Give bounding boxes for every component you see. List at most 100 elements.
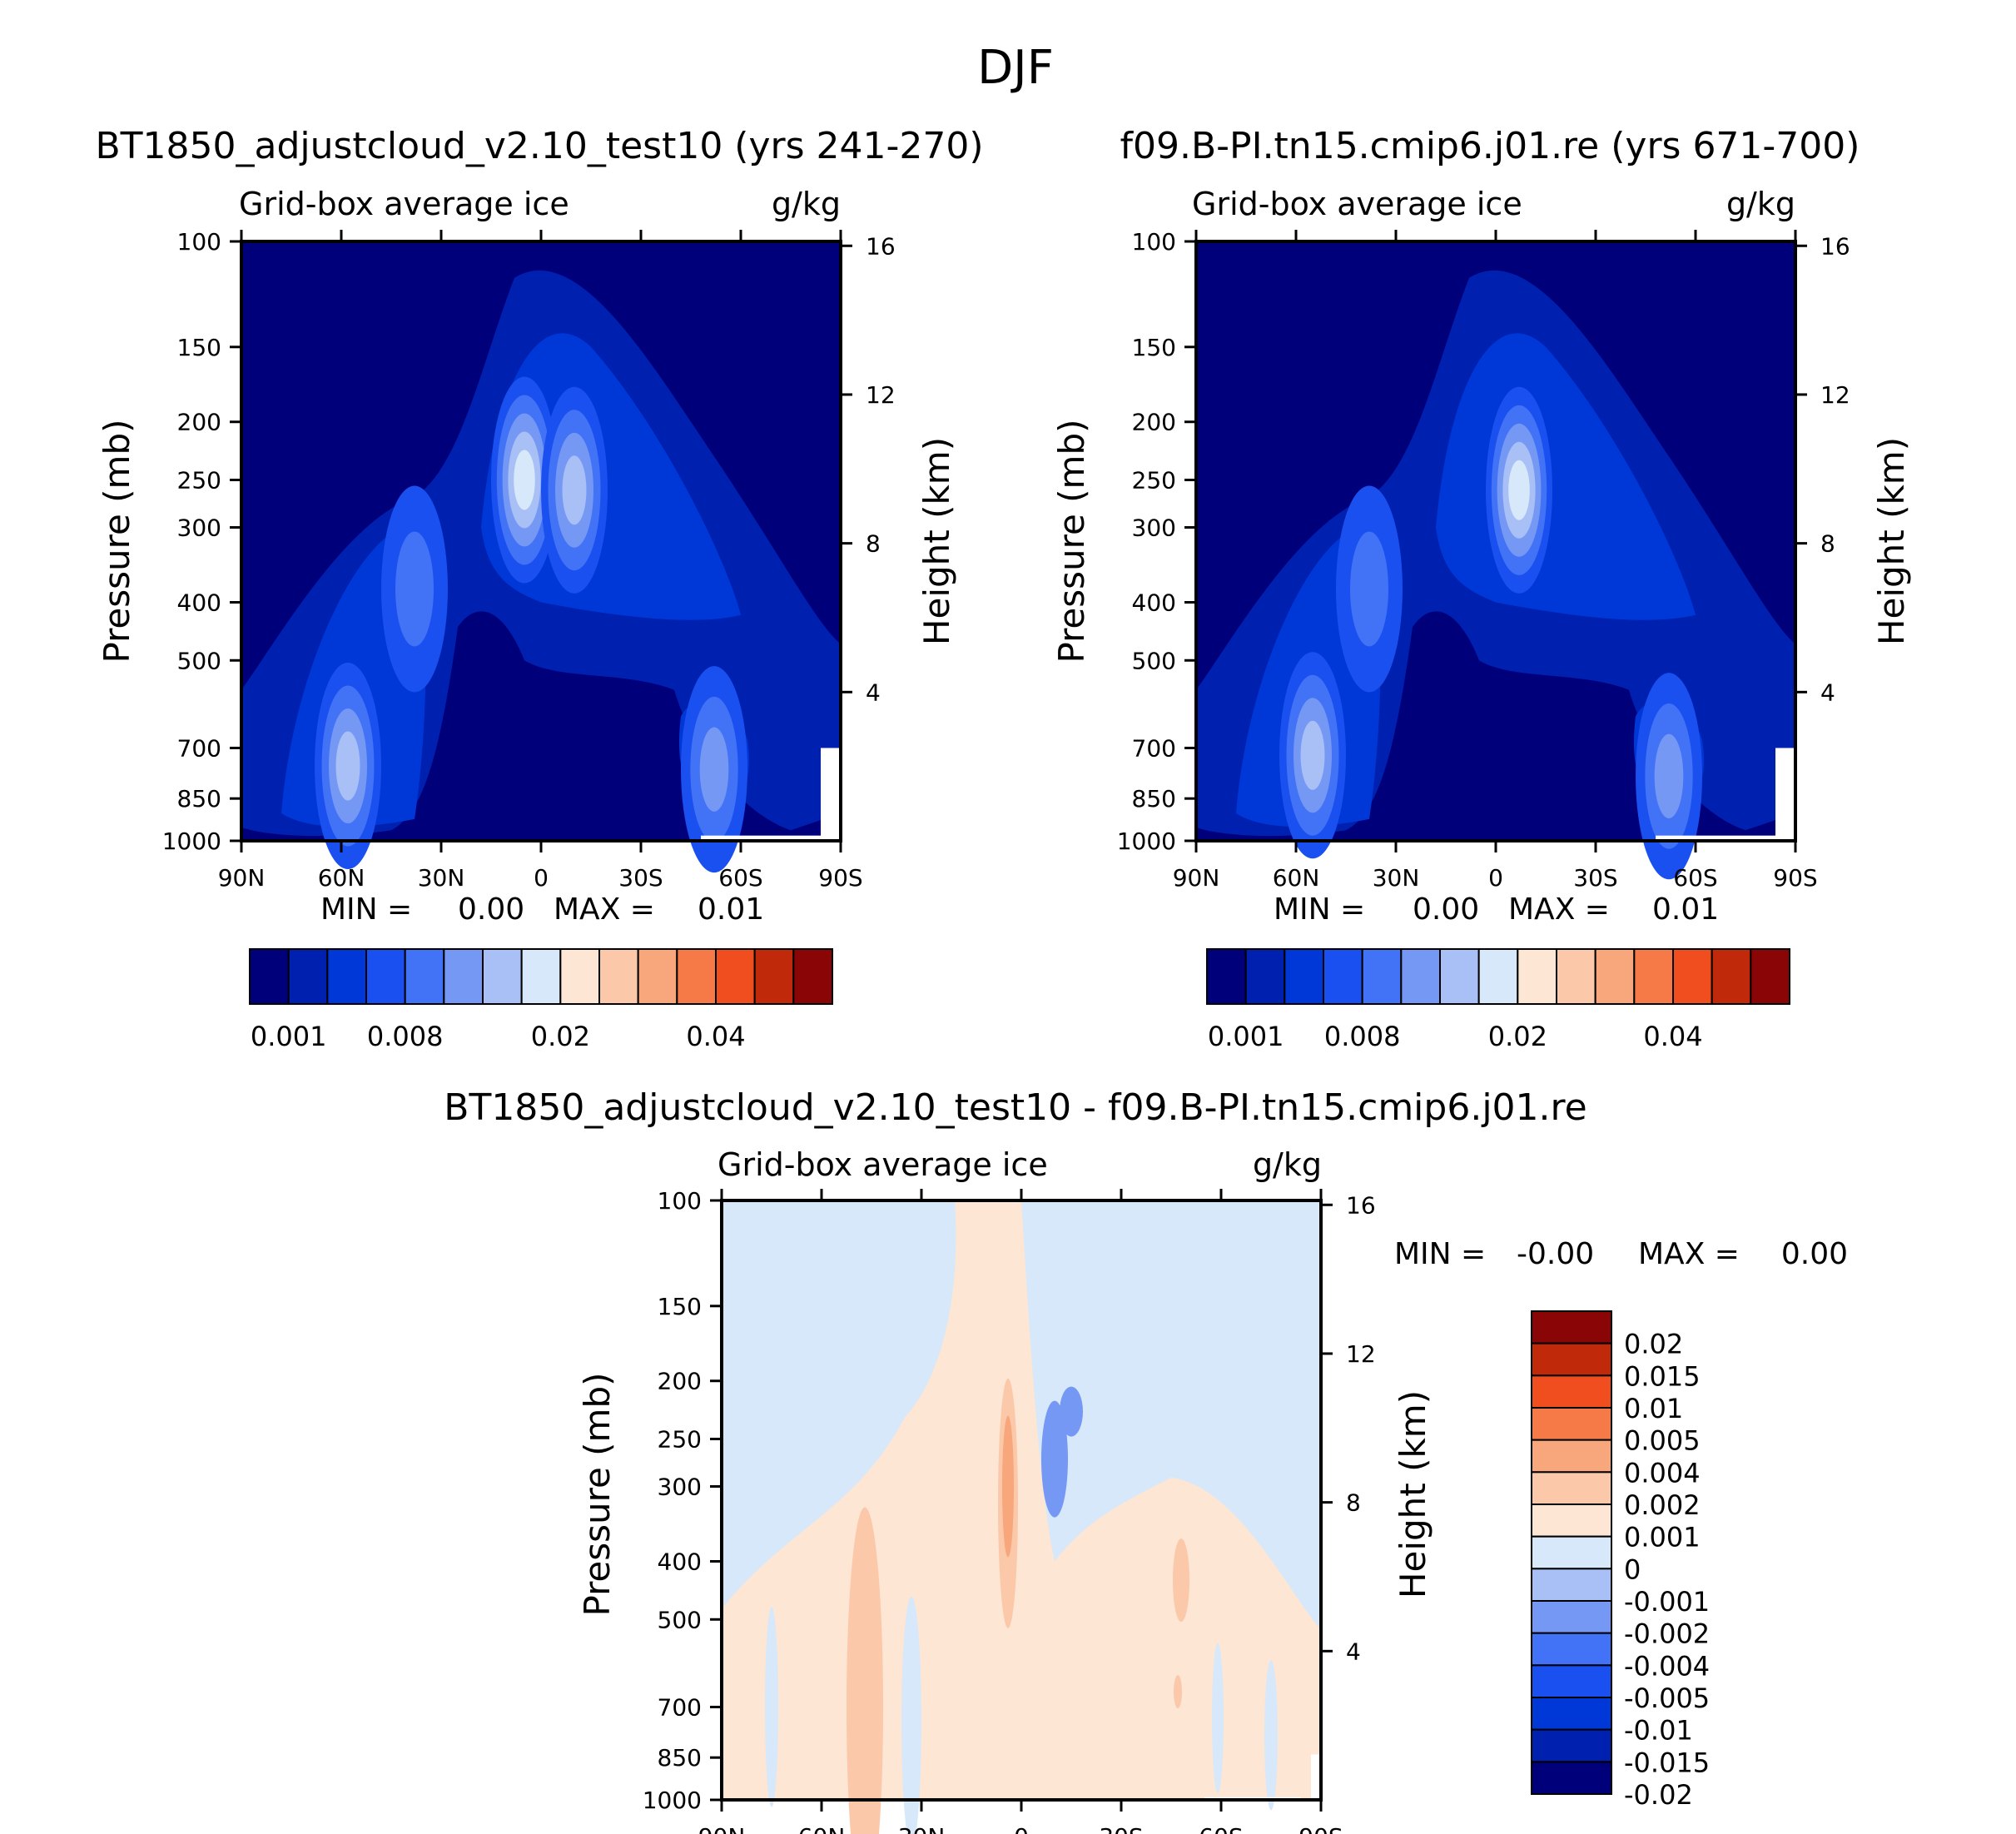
- contour-maximum: [1300, 720, 1325, 790]
- left-colorbar: 0.001 0.008 0.02 0.04: [249, 948, 833, 1052]
- right-variable: Grid-box average ice: [1192, 186, 1522, 222]
- colorbar-swatch: [404, 948, 445, 1005]
- colorbar-label: -0.015: [1624, 1747, 1710, 1778]
- x-tick-label: 30S: [1099, 1823, 1143, 1834]
- right-colorbar: 0.001 0.008 0.02 0.04: [1206, 948, 1790, 1052]
- colorbar-swatch: [1531, 1728, 1612, 1763]
- x-tick-label: 90S: [818, 864, 862, 892]
- colorbar-swatch: [559, 948, 600, 1005]
- y-tick-label: 400: [177, 589, 221, 616]
- contour-maximum: [335, 731, 360, 801]
- colorbar-swatch: [1531, 1439, 1612, 1474]
- contour-maximum: [514, 450, 535, 510]
- colorbar-swatch: [1531, 1535, 1612, 1570]
- x-tick-label: 60S: [1199, 1823, 1243, 1834]
- left-variable: Grid-box average ice: [239, 186, 569, 222]
- colorbar-swatch: [1531, 1407, 1612, 1441]
- y-tick-label: 400: [658, 1548, 702, 1575]
- colorbar-swatch: [676, 948, 717, 1005]
- diff-colorbar: 0.020.0150.010.0050.0040.0020.0010-0.001…: [1531, 1310, 1710, 1811]
- colorbar-swatch: [1531, 1374, 1612, 1409]
- figure-title: DJF: [977, 41, 1054, 95]
- right-min-value: 0.00: [1413, 892, 1479, 927]
- y-tick-label: 150: [658, 1293, 702, 1320]
- colorbar-swatch: [1531, 1632, 1612, 1667]
- x-tick-label: 30N: [1373, 864, 1420, 892]
- colorbar-label: -0.001: [1624, 1586, 1710, 1618]
- y-tick-label: 200: [1132, 409, 1176, 436]
- y-tick-label: 150: [177, 334, 221, 361]
- colorbar-swatch: [1477, 948, 1519, 1005]
- diff-negative-blob: [1264, 1660, 1278, 1811]
- colorbar-swatch: [598, 948, 639, 1005]
- diff-ylabel-right: Height (km): [1393, 1390, 1433, 1598]
- right-tick-label: 4: [1346, 1638, 1361, 1665]
- x-tick-label: 90N: [698, 1823, 746, 1834]
- y-tick-label: 300: [1132, 514, 1176, 542]
- right-ylabel: Pressure (mb): [1051, 419, 1092, 663]
- colorbar-swatch: [1531, 1568, 1612, 1603]
- y-tick-label: 500: [177, 647, 221, 674]
- x-tick-label: 90N: [218, 864, 266, 892]
- diff-negative-blob: [901, 1596, 921, 1834]
- x-tick-label: 90S: [1298, 1823, 1343, 1834]
- y-tick-label: 300: [658, 1474, 702, 1501]
- contour-maximum: [395, 531, 434, 647]
- left-ylabel: Pressure (mb): [97, 419, 137, 663]
- colorbar-label: 0.04: [1643, 1021, 1702, 1052]
- y-tick-label: 1000: [162, 828, 221, 855]
- x-tick-label: 30N: [898, 1823, 946, 1834]
- right-panel: f09.B-PI.tn15.cmip6.j01.re (yrs 671-700)…: [1051, 125, 1912, 1052]
- y-tick-label: 500: [1132, 647, 1176, 674]
- y-tick-label: 700: [658, 1693, 702, 1721]
- diff-ylabel: Pressure (mb): [577, 1372, 618, 1616]
- missing-data-mask: [821, 748, 841, 841]
- colorbar-swatch: [1531, 1664, 1612, 1699]
- diff-max-label: MAX =: [1638, 1237, 1740, 1271]
- x-tick-label: 30S: [618, 864, 663, 892]
- y-tick-label: 150: [1132, 334, 1176, 361]
- colorbar-swatch: [1439, 948, 1480, 1005]
- y-tick-label: 1000: [643, 1787, 702, 1814]
- missing-data-mask: [1311, 1754, 1321, 1800]
- diff-positive-blob: [1002, 1415, 1014, 1558]
- colorbar-swatch: [1750, 948, 1790, 1005]
- colorbar-label: 0.04: [686, 1021, 745, 1052]
- colorbar-label: 0.001: [1208, 1021, 1284, 1052]
- right-title: f09.B-PI.tn15.cmip6.j01.re (yrs 671-700): [1120, 125, 1860, 167]
- right-ylabel-right: Height (km): [1871, 437, 1912, 645]
- colorbar-swatch: [1517, 948, 1558, 1005]
- colorbar-label: 0.005: [1624, 1425, 1701, 1457]
- right-units: g/kg: [1726, 186, 1795, 222]
- colorbar-label: 0.02: [531, 1021, 590, 1052]
- diff-variable: Grid-box average ice: [718, 1146, 1048, 1183]
- right-max-label: MAX =: [1508, 892, 1610, 927]
- y-tick-label: 300: [177, 514, 221, 542]
- diff-contour-plot: 90N 60N 30N 0 30S 60S 90S 100 150 200 250 300 400 500…: [643, 1187, 1376, 1834]
- left-ylabel-right: Height (km): [916, 437, 957, 645]
- colorbar-swatch: [249, 948, 290, 1005]
- colorbar-swatch: [715, 948, 756, 1005]
- colorbar-swatch: [1531, 1761, 1612, 1795]
- colorbar-swatch: [1323, 948, 1363, 1005]
- colorbar-swatch: [1531, 1600, 1612, 1634]
- right-max-value: 0.01: [1652, 892, 1719, 927]
- colorbar-label: 0.001: [251, 1021, 327, 1052]
- y-tick-label: 100: [1132, 228, 1176, 256]
- colorbar-swatch: [1361, 948, 1403, 1005]
- x-tick-label: 90S: [1773, 864, 1817, 892]
- colorbar-label: -0.004: [1624, 1650, 1710, 1682]
- colorbar-swatch: [753, 948, 795, 1005]
- y-tick-label: 250: [177, 467, 221, 495]
- x-tick-label: 60S: [1673, 864, 1717, 892]
- y-tick-label: 700: [1132, 734, 1176, 762]
- left-min-value: 0.00: [458, 892, 524, 927]
- colorbar-swatch: [1531, 1503, 1612, 1538]
- colorbar-swatch: [365, 948, 406, 1005]
- diff-negative-region-south: [1021, 1200, 1321, 1630]
- right-tick-label: 4: [866, 678, 881, 706]
- colorbar-label: -0.01: [1624, 1715, 1693, 1747]
- contour-maximum: [1508, 460, 1530, 520]
- colorbar-swatch: [1400, 948, 1442, 1005]
